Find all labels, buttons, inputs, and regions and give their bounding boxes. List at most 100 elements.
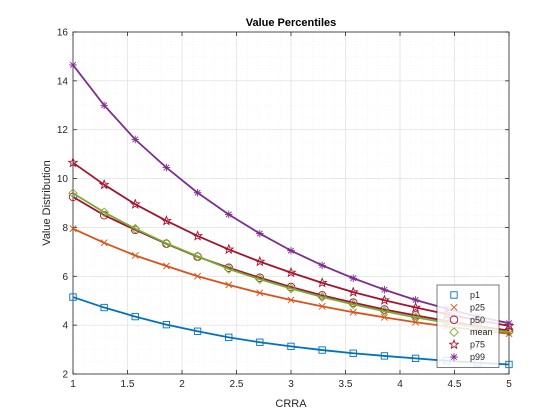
data-point-p99 <box>224 210 233 219</box>
data-point-p25 <box>380 313 388 321</box>
x-axis-label: CRRA <box>275 398 307 410</box>
x-tick-label: 4 <box>397 379 403 390</box>
series-line-p75 <box>72 161 510 327</box>
chart-title: Value Percentiles <box>246 17 337 29</box>
data-point-p25 <box>100 239 108 247</box>
legend-label-p25: p25 <box>470 302 485 312</box>
data-point-p99 <box>411 296 420 304</box>
legend-label-mean: mean <box>470 327 493 337</box>
legend-marker-mean <box>449 327 459 338</box>
data-point-p25 <box>349 308 357 316</box>
series-p75 <box>67 156 515 331</box>
data-point-mean <box>161 238 172 249</box>
legend-box <box>436 284 500 368</box>
data-point-p75 <box>129 198 141 209</box>
y-tick-label: 14 <box>57 76 69 87</box>
data-point-p25 <box>256 289 264 297</box>
data-point-p1 <box>256 338 264 346</box>
data-point-p75 <box>192 230 204 241</box>
data-point-p1 <box>69 293 77 301</box>
data-point-p99 <box>505 319 513 327</box>
data-point-p99 <box>162 163 171 172</box>
data-point-p99 <box>349 274 358 283</box>
legend-item-p1: p1 <box>450 290 480 300</box>
legend-item-mean: mean <box>449 327 493 338</box>
legend-label-p50: p50 <box>470 315 485 325</box>
data-point-p25 <box>287 296 295 304</box>
data-point-p75 <box>67 156 79 168</box>
data-point-p25 <box>412 318 420 326</box>
y-tick-label: 4 <box>62 321 68 332</box>
data-point-mean <box>317 292 328 302</box>
legend-item-p50: p50 <box>449 315 485 325</box>
data-point-p99 <box>287 246 295 255</box>
data-point-p25 <box>318 302 326 310</box>
x-tick-label: 4.5 <box>448 379 462 390</box>
data-point-mean <box>379 306 390 317</box>
data-point-p99 <box>193 188 202 197</box>
x-tick-label: 1.5 <box>121 379 135 390</box>
y-tick-label: 16 <box>57 28 69 39</box>
data-point-p75 <box>347 286 359 297</box>
series-line-p1 <box>72 296 510 366</box>
axis-ticks: 1 1.5 2 2.5 3 3.5 4 4.5 5 2 4 6 8 10 12 14 16 <box>57 28 512 391</box>
data-point-mean <box>223 264 234 274</box>
data-point-p99 <box>318 261 326 270</box>
data-point-mean <box>130 223 141 234</box>
data-point-p50 <box>411 311 420 320</box>
legend-label-p1: p1 <box>470 290 480 300</box>
data-point-p25 <box>69 225 77 233</box>
data-point-mean <box>410 312 421 323</box>
data-point-p99 <box>69 61 77 69</box>
data-point-p75 <box>410 301 422 313</box>
series-mean <box>68 188 514 337</box>
data-point-mean <box>286 283 296 294</box>
data-point-p25 <box>225 281 233 289</box>
legend-marker-p1 <box>450 291 458 299</box>
data-point-p99 <box>100 101 108 110</box>
data-point-mean <box>348 299 359 310</box>
legend-marker-p99 <box>450 353 458 361</box>
data-point-p50 <box>68 192 78 202</box>
data-point-p25 <box>194 272 202 280</box>
x-tick-label: 2 <box>179 379 185 390</box>
y-tick-label: 8 <box>62 223 68 234</box>
data-point-p75 <box>503 320 515 331</box>
data-point-p75 <box>223 243 235 255</box>
data-point-p1 <box>131 312 139 321</box>
y-tick-label: 10 <box>57 174 69 185</box>
data-point-p1 <box>100 303 108 312</box>
legend-item-p25: p25 <box>450 302 485 312</box>
data-point-mean <box>254 274 265 285</box>
data-point-p1 <box>505 360 513 369</box>
x-tick-label: 5 <box>506 379 512 390</box>
data-point-p1 <box>287 342 295 351</box>
data-point-mean <box>504 327 514 337</box>
data-point-p75 <box>98 178 110 190</box>
data-point-p75 <box>285 266 297 278</box>
data-point-p99 <box>256 229 264 238</box>
data-point-p25 <box>162 262 170 270</box>
x-tick-label: 3 <box>288 379 294 390</box>
legend-marker-p75 <box>448 338 460 350</box>
data-point-p1 <box>411 354 420 363</box>
data-point-mean <box>192 251 203 262</box>
legend-item-p99: p99 <box>450 352 485 362</box>
x-tick-label: 3.5 <box>339 379 353 390</box>
y-tick-label: 2 <box>62 370 68 381</box>
series-line-mean <box>72 192 510 333</box>
x-tick-label: 2.5 <box>230 379 244 390</box>
data-point-p1 <box>225 333 233 342</box>
data-point-p99 <box>131 135 140 144</box>
y-axis-label: Value Distribution <box>41 160 53 245</box>
data-point-mean <box>68 188 78 199</box>
legend: p1 p25 p50 mean p75 p99 <box>436 284 500 368</box>
data-point-p1 <box>318 346 326 354</box>
data-point-p75 <box>378 294 390 305</box>
series-layer <box>67 61 515 369</box>
data-point-p99 <box>380 285 389 294</box>
y-tick-label: 6 <box>62 272 68 283</box>
legend-item-p75: p75 <box>448 338 485 350</box>
data-point-p1 <box>380 352 389 360</box>
